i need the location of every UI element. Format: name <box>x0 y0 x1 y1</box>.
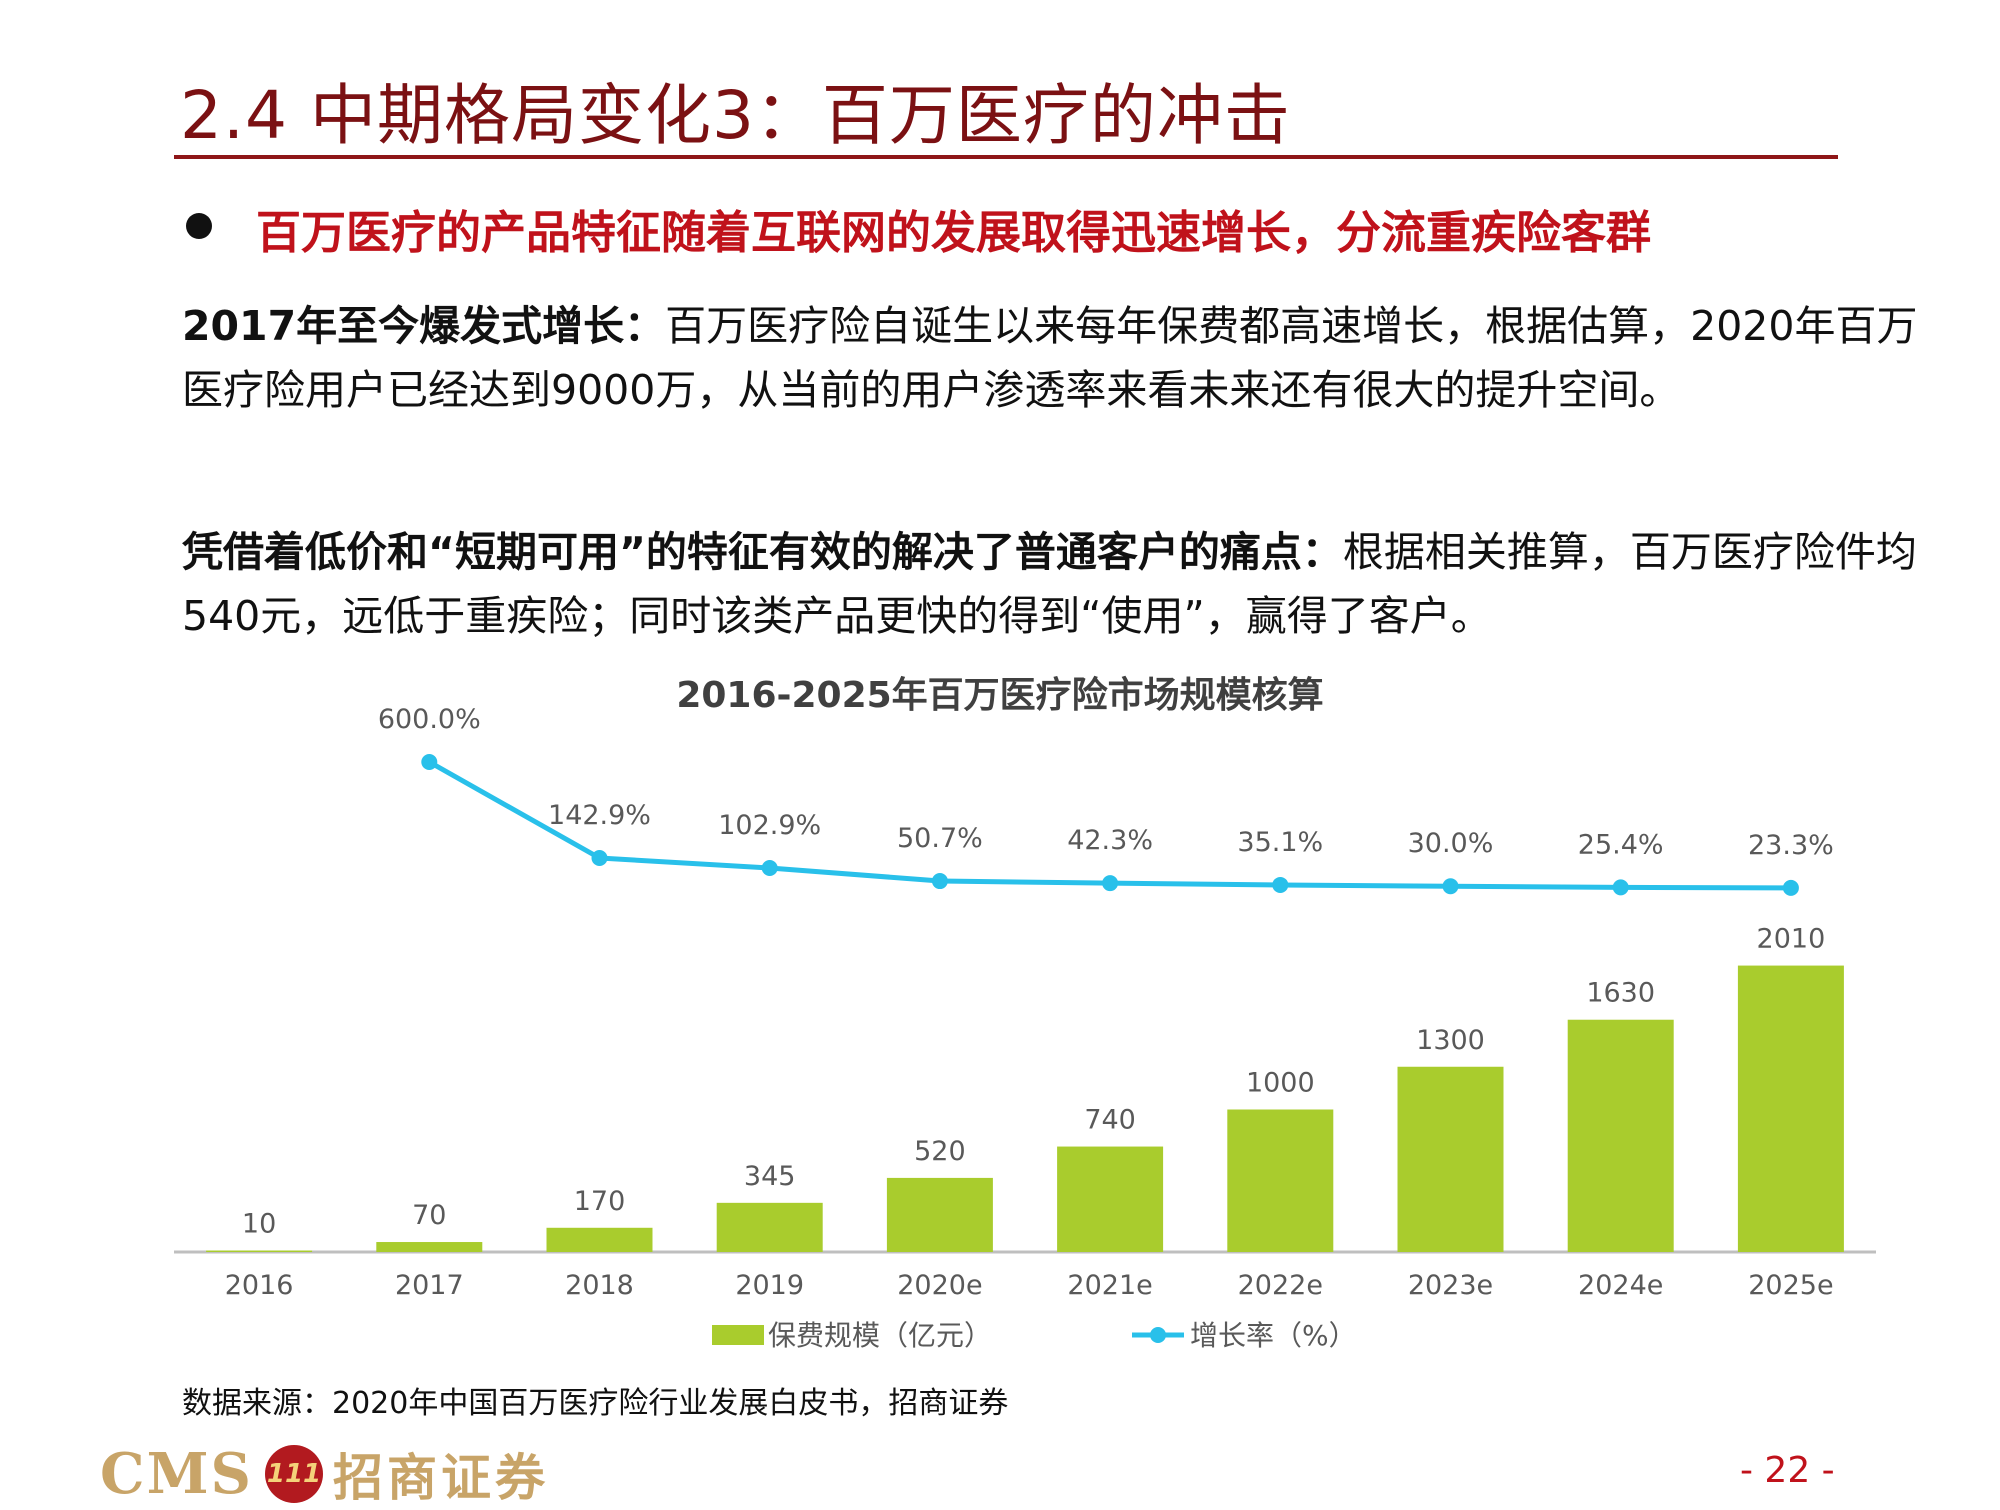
x-tick-label-2022e: 2022e <box>1238 1270 1323 1301</box>
growth-point-2018 <box>591 850 608 866</box>
legend-line-label: 增长率（%） <box>1190 1319 1357 1352</box>
paragraph-growth: 2017年至今爆发式增长：百万医疗险自诞生以来每年保费都高速增长，根据估算，20… <box>182 294 1922 422</box>
growth-label-2019: 102.9% <box>718 810 821 841</box>
bar-2022e <box>1227 1109 1334 1252</box>
x-tick-label-2016: 2016 <box>225 1270 294 1301</box>
bar-label-2019: 345 <box>744 1161 796 1192</box>
bar-label-2025e: 2010 <box>1757 924 1826 955</box>
paragraph-pain-points-heading: 凭借着低价和“短期可用”的特征有效的解决了普通客户的痛点： <box>182 528 1343 576</box>
x-tick-label-2017: 2017 <box>395 1270 464 1301</box>
growth-label-2022e: 35.1% <box>1237 827 1323 858</box>
growth-label-2018: 142.9% <box>548 800 651 831</box>
x-tick-label-2021e: 2021e <box>1067 1270 1152 1301</box>
bar-label-2021e: 740 <box>1084 1105 1136 1136</box>
x-tick-label-2020e: 2020e <box>897 1270 982 1301</box>
bar-2017 <box>376 1242 483 1252</box>
x-tick-label-2023e: 2023e <box>1408 1270 1493 1301</box>
legend-line-marker <box>1150 1327 1166 1343</box>
page-number: - 22 - <box>1740 1450 1835 1491</box>
bar-label-2016: 10 <box>242 1209 276 1240</box>
bar-2016 <box>206 1250 313 1252</box>
growth-point-2019 <box>761 860 778 876</box>
growth-point-2023e <box>1442 878 1459 895</box>
bar-2021e <box>1057 1146 1164 1252</box>
growth-label-2023e: 30.0% <box>1408 828 1494 859</box>
x-tick-label-2024e: 2024e <box>1578 1270 1663 1301</box>
bar-label-2022e: 1000 <box>1246 1068 1315 1099</box>
growth-point-2017 <box>421 754 438 770</box>
paragraph-growth-heading: 2017年至今爆发式增长： <box>182 302 666 350</box>
bar-2020e <box>886 1177 993 1252</box>
bar-label-2023e: 1300 <box>1416 1025 1485 1056</box>
bar-label-2020e: 520 <box>914 1136 966 1167</box>
bullet-icon <box>186 213 212 239</box>
growth-label-2025e: 23.3% <box>1748 830 1834 861</box>
bar-label-2017: 70 <box>412 1200 446 1231</box>
growth-point-2021e <box>1102 875 1119 892</box>
bar-2023e <box>1397 1066 1504 1252</box>
chart-title: 2016-2025年百万医疗险市场规模核算 <box>676 675 1324 716</box>
bar-2024e <box>1567 1019 1674 1252</box>
bar-2025e <box>1737 965 1844 1252</box>
paragraph-pain-points-text: 根据相关推算，百万医疗险件均540元，远低于重疾险；同时该类产品更快的得到“使用… <box>182 528 1917 640</box>
paragraph-pain-points: 凭借着低价和“短期可用”的特征有效的解决了普通客户的痛点：根据相关推算，百万医疗… <box>182 520 1922 648</box>
x-tick-label-2018: 2018 <box>565 1270 634 1301</box>
growth-label-2021e: 42.3% <box>1067 825 1153 856</box>
growth-point-2024e <box>1612 879 1629 896</box>
title-divider <box>174 155 1838 159</box>
slide-subtitle: 百万医疗的产品特征随着互联网的发展取得迅速增长，分流重疾险客群 <box>256 206 1652 259</box>
growth-point-2020e <box>931 873 948 890</box>
logo-chinese-text: 招商证券 <box>333 1448 549 1507</box>
company-logo: CMS 111 招商证券 <box>100 1438 549 1510</box>
legend-bar-swatch <box>712 1325 764 1345</box>
bar-2018 <box>546 1227 653 1252</box>
logo-latin-text: CMS <box>100 1441 253 1507</box>
x-tick-label-2025e: 2025e <box>1748 1270 1833 1301</box>
growth-label-2017: 600.0% <box>378 704 481 735</box>
data-source-note: 数据来源：2020年中国百万医疗险行业发展白皮书，招商证券 <box>182 1386 1009 1421</box>
growth-label-2020e: 50.7% <box>897 823 983 854</box>
bar-label-2024e: 1630 <box>1586 978 1655 1009</box>
logo-mark-icon: 111 <box>265 1445 323 1503</box>
growth-label-2024e: 25.4% <box>1578 829 1664 860</box>
growth-point-2022e <box>1272 876 1289 893</box>
bar-2019 <box>716 1202 823 1252</box>
bar-label-2018: 170 <box>574 1186 626 1217</box>
legend-bar-label: 保费规模（亿元） <box>768 1319 992 1352</box>
paragraph-growth-text: 百万医疗险自诞生以来每年保费都高速增长，根据估算，2020年百万医疗险用户已经达… <box>182 302 1918 414</box>
growth-point-2025e <box>1782 879 1799 896</box>
slide-title: 2.4 中期格局变化3：百万医疗的冲击 <box>180 77 1291 154</box>
x-tick-label-2019: 2019 <box>735 1270 804 1301</box>
